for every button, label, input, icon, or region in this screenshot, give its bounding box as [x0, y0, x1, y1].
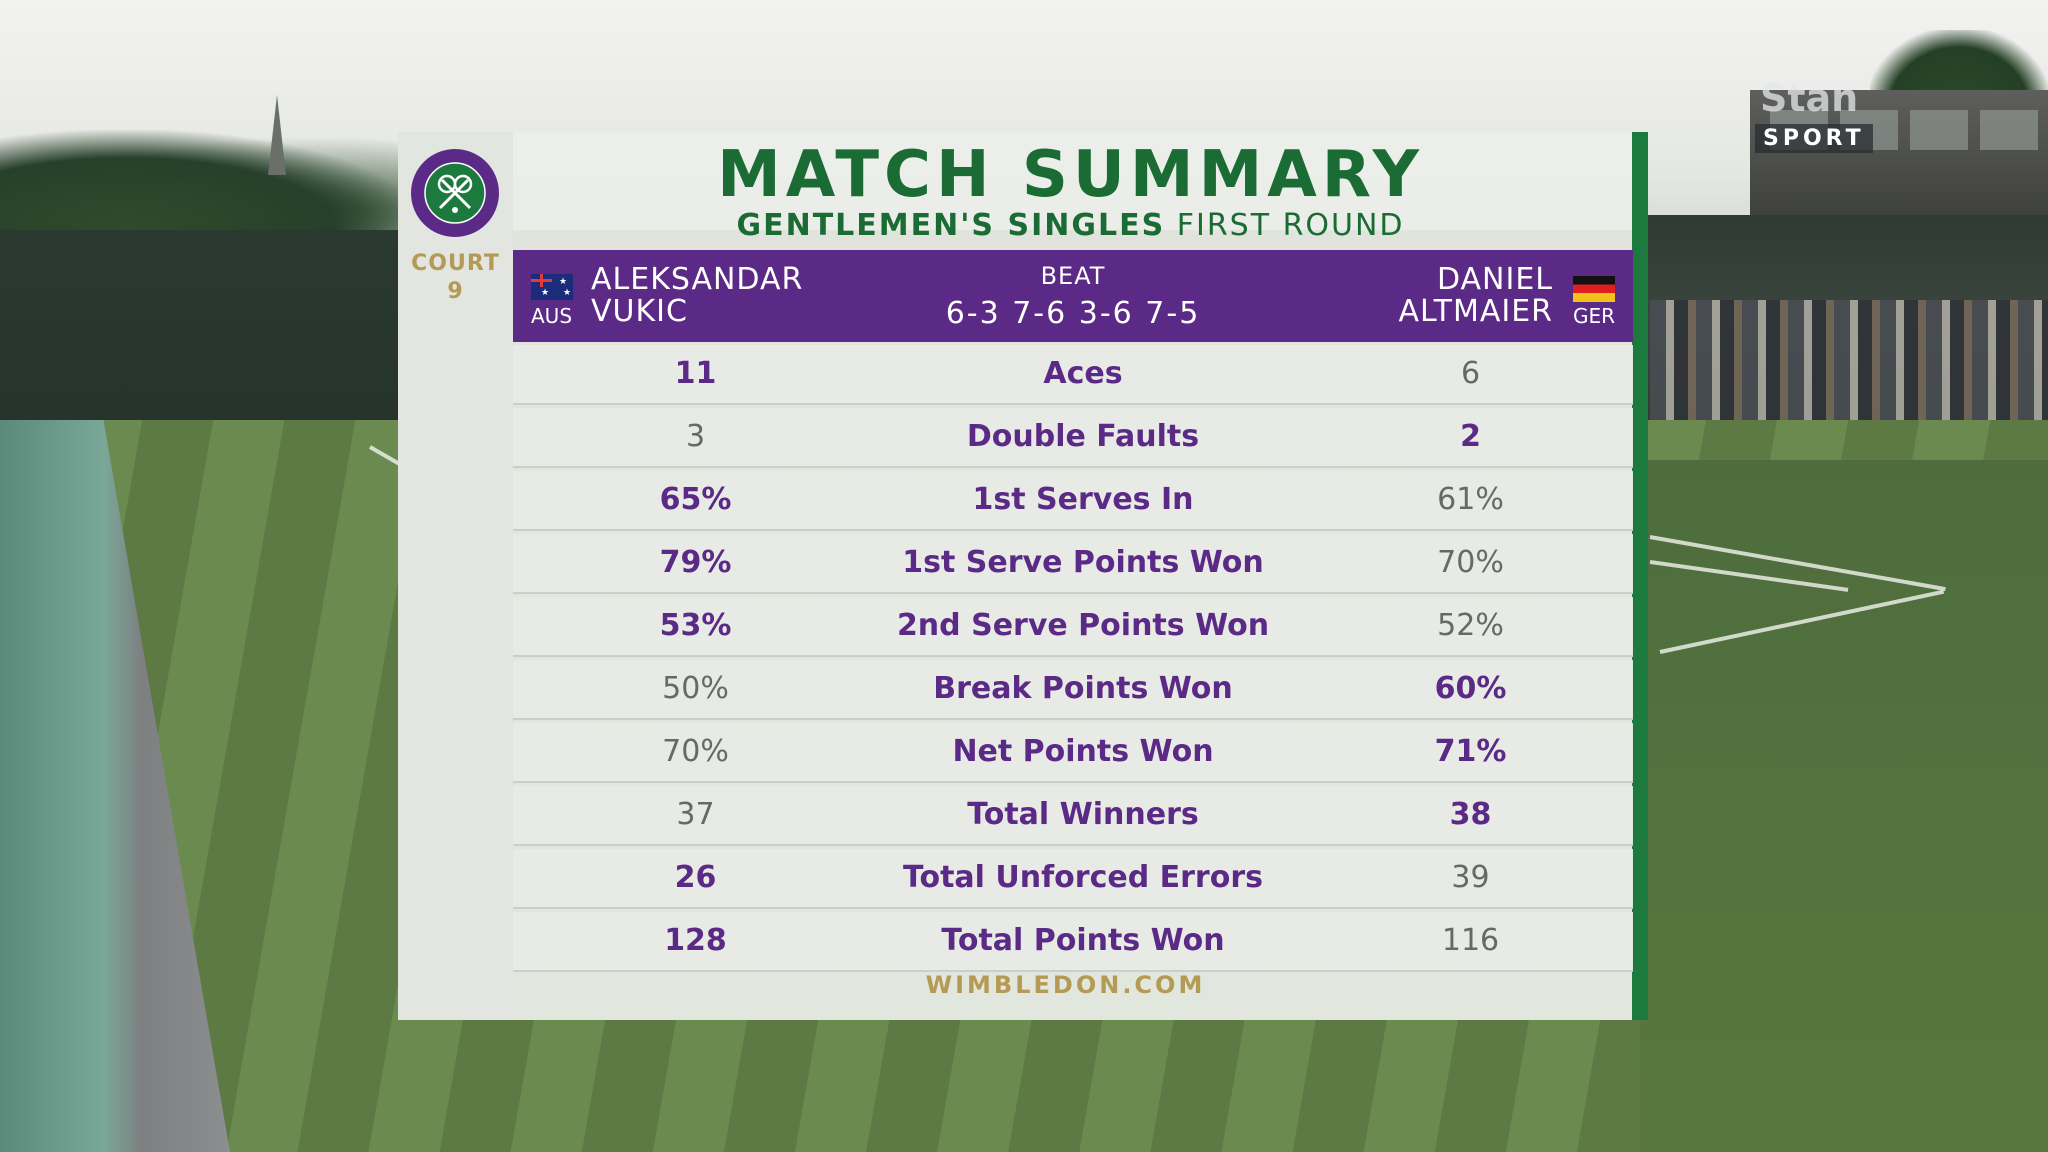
player2-last-name: ALTMAIER	[1398, 294, 1553, 329]
player2-stat-value: 39	[1451, 860, 1490, 895]
court-wall-left	[0, 230, 400, 450]
player1-last-name: VUKIC	[591, 294, 688, 329]
crowd	[1650, 300, 2048, 440]
player1-country: AUS	[531, 304, 573, 328]
player2-stat-value: 70%	[1437, 545, 1504, 580]
player2-stat-value: 116	[1441, 923, 1500, 958]
match-result-header: ★ ★ ★ AUS ALEKSANDAR VUKIC BEAT 6-3 7-6 …	[513, 250, 1633, 342]
player1-stat-value: 50%	[662, 671, 729, 706]
subtitle-event: GENTLEMEN'S SINGLES	[736, 208, 1166, 243]
stat-label: Total Unforced Errors	[903, 860, 1263, 895]
stat-label: Total Winners	[967, 797, 1199, 832]
stat-row: 79% 1st Serve Points Won 70%	[513, 534, 1633, 594]
player1-name: ALEKSANDAR VUKIC	[591, 264, 803, 328]
player1-stat-value: 53%	[659, 608, 732, 643]
player2-stat-value: 2	[1460, 419, 1481, 454]
stat-row: 70% Net Points Won 71%	[513, 723, 1633, 783]
wimbledon-logo	[411, 149, 499, 237]
match-score: 6-3 7-6 3-6 7-5	[945, 296, 1201, 331]
player1-stat-value: 11	[674, 356, 717, 391]
stat-row: 53% 2nd Serve Points Won 52%	[513, 597, 1633, 657]
player2-country: GER	[1572, 304, 1615, 328]
player2-name: DANIEL ALTMAIER	[1399, 264, 1553, 328]
court-number: 9	[447, 279, 464, 304]
player1-stat-value: 3	[685, 419, 706, 454]
stat-label: Double Faults	[966, 419, 1200, 454]
stat-row: 11 Aces 6	[513, 345, 1633, 405]
court-label: COURT 9	[398, 250, 513, 306]
stat-row: 37 Total Winners 38	[513, 786, 1633, 846]
building-right	[1750, 90, 2048, 220]
player1-first-name: ALEKSANDAR	[591, 262, 804, 297]
logo-column	[398, 132, 513, 1020]
grass-court-right	[1640, 460, 2048, 1152]
germany-flag-icon	[1573, 276, 1615, 302]
window	[1910, 110, 1968, 150]
player1-stat-value: 26	[674, 860, 717, 895]
player2-stat-value: 6	[1460, 356, 1481, 391]
stat-label: 2nd Serve Points Won	[896, 608, 1270, 643]
player1-stat-value: 37	[676, 797, 715, 832]
player1-stat-value: 70%	[662, 734, 729, 769]
player1-stat-value: 79%	[659, 545, 732, 580]
stat-label: Net Points Won	[952, 734, 1214, 769]
stats-table: 11 Aces 6 3 Double Faults 2 65% 1st Serves In 61…	[513, 345, 1633, 975]
stat-label: 1st Serves In	[972, 482, 1194, 517]
page-title: MATCH SUMMARY	[717, 138, 1424, 212]
player2-stat-value: 61%	[1437, 482, 1504, 517]
stat-row: 26 Total Unforced Errors 39	[513, 849, 1633, 909]
stat-row: 3 Double Faults 2	[513, 408, 1633, 468]
window	[1980, 110, 2038, 150]
flag-star: ★	[541, 288, 550, 298]
player1-stat-value: 128	[664, 923, 727, 958]
player2-stat-value: 60%	[1434, 671, 1507, 706]
player1-stat-value: 65%	[659, 482, 732, 517]
result-word: BEAT	[1040, 262, 1106, 290]
church-spire	[268, 95, 286, 175]
subtitle-round: FIRST ROUND	[1176, 208, 1405, 243]
player2-stat-value: 71%	[1434, 734, 1507, 769]
flag-star: ★	[559, 277, 568, 287]
australia-flag-icon: ★ ★ ★	[531, 274, 573, 300]
subtitle: GENTLEMEN'S SINGLES FIRST ROUND	[513, 208, 1628, 243]
stat-label: Total Points Won	[941, 923, 1225, 958]
stat-label: Aces	[1043, 356, 1123, 391]
panel-accent-bar	[1632, 132, 1648, 1020]
stat-label: Break Points Won	[933, 671, 1233, 706]
stat-row: 50% Break Points Won 60%	[513, 660, 1633, 720]
court-label-text: COURT	[411, 251, 500, 276]
website-footer: WIMBLEDON.COM	[925, 971, 1206, 999]
player2-stat-value: 52%	[1437, 608, 1504, 643]
stat-label: 1st Serve Points Won	[902, 545, 1264, 580]
flag-cross	[540, 274, 543, 287]
stat-row: 65% 1st Serves In 61%	[513, 471, 1633, 531]
player2-stat-value: 38	[1449, 797, 1492, 832]
player2-first-name: DANIEL	[1436, 262, 1553, 297]
broadcaster-logo: Stan	[1760, 76, 1859, 120]
stat-row: 128 Total Points Won 116	[513, 912, 1633, 972]
broadcaster-sport-label: SPORT	[1755, 124, 1873, 153]
flag-star: ★	[563, 288, 572, 298]
